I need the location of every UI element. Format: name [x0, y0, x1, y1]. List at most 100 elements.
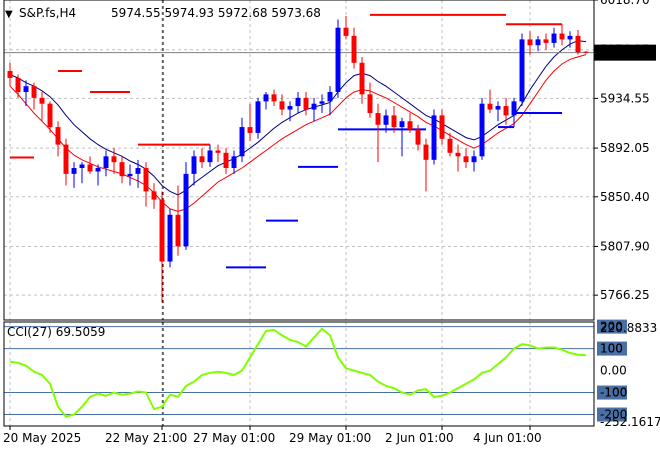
candle-body: [87, 164, 93, 172]
x-tick-label: 27 May 01:00: [193, 431, 275, 445]
candle-body: [495, 106, 501, 110]
y-tick-label: 5850.40: [600, 190, 650, 204]
candle-body: [471, 156, 477, 163]
candle-body: [551, 33, 557, 43]
candle-body: [167, 214, 173, 262]
candle-body: [135, 168, 141, 174]
cci-panel: [4, 326, 594, 418]
candle-body: [407, 121, 413, 130]
chart-menu-triangle[interactable]: ▼: [5, 9, 13, 20]
candle-body: [23, 86, 29, 93]
y-tick-label: 5892.05: [600, 141, 650, 155]
candle-body: [359, 62, 365, 95]
cci-level-marker: [597, 385, 627, 400]
candle-body: [351, 35, 357, 63]
cci-panel-frame: [3, 321, 595, 427]
cci-tick-label: -100: [600, 386, 627, 400]
candle-body: [271, 94, 277, 102]
candle-body: [103, 156, 109, 169]
candle-body: [15, 77, 21, 93]
cci-tick-label: 100: [600, 342, 623, 356]
candle-body: [71, 168, 77, 174]
candle-body: [7, 70, 13, 78]
candle-body: [439, 115, 445, 139]
current-price-label: 5973.68: [599, 46, 649, 60]
candle-body: [447, 138, 453, 153]
candle-body: [367, 94, 373, 114]
chart-symbol: S&P.fs,H4: [19, 6, 76, 20]
candle-body: [303, 97, 309, 110]
candle-body: [543, 39, 549, 43]
cci-tick-label: -252.1617: [600, 415, 660, 429]
y-tick-label: 6018.70: [600, 0, 650, 7]
candle-body: [487, 103, 493, 110]
candle-body: [527, 39, 533, 46]
fast_ma-line: [9, 40, 587, 196]
candle-body: [503, 106, 509, 116]
candle-body: [199, 156, 205, 163]
candle-body: [159, 199, 165, 262]
candle-body: [207, 150, 213, 163]
candle-body: [431, 115, 437, 160]
main-panel-frame: [3, 0, 595, 321]
cci-level-label: -200: [600, 408, 627, 422]
candle-body: [295, 97, 301, 107]
candle-body: [311, 103, 317, 110]
candle-body: [375, 113, 381, 125]
candle-body: [31, 86, 37, 98]
candle-body: [183, 173, 189, 247]
candle-body: [191, 156, 197, 174]
cci-tick-label: 220.8833: [600, 321, 657, 335]
cci-level-marker: [597, 341, 627, 356]
cci-level-label: 100: [600, 342, 623, 356]
candle-body: [583, 51, 589, 53]
candle-body: [79, 164, 85, 169]
candle-body: [575, 35, 581, 53]
candle-body: [95, 168, 101, 172]
candle-body: [47, 103, 53, 128]
candle-body: [127, 173, 133, 177]
cci-level-label: -100: [600, 386, 627, 400]
candle-body: [39, 97, 45, 104]
candle-body: [455, 152, 461, 157]
x-tick-label: 22 May 21:00: [105, 431, 187, 445]
candle-body: [255, 101, 261, 133]
candle-body: [519, 39, 525, 102]
x-tick-label: 4 Jun 01:00: [473, 431, 542, 445]
chart-ohlc: 5974.55 5974.93 5972.68 5973.68: [111, 6, 321, 20]
current-price-marker: [594, 44, 656, 61]
candle-body: [535, 39, 541, 46]
axis-labels: 6018.705976.155934.555892.055850.405807.…: [3, 0, 660, 445]
candles: [7, 16, 589, 303]
candle-body: [391, 115, 397, 128]
candle-body: [215, 150, 221, 153]
candle-body: [511, 101, 517, 116]
candle-body: [463, 156, 469, 163]
candle-body: [263, 94, 269, 102]
candle-body: [239, 127, 245, 157]
candle-body: [399, 121, 405, 128]
candle-body: [151, 191, 157, 200]
cci-line: [9, 327, 587, 418]
candle-body: [231, 156, 237, 169]
candle-body: [559, 33, 565, 40]
cci-level-marker: [597, 319, 627, 334]
y-tick-label: 5934.55: [600, 91, 650, 105]
candle-body: [415, 129, 421, 145]
panel-frames: [3, 0, 595, 427]
y-tick-label: 5807.90: [600, 239, 650, 253]
candle-body: [119, 162, 125, 177]
x-tick-label: 20 May 2025: [3, 431, 81, 445]
cci-title: CCI(27) 69.5059: [7, 325, 105, 339]
candle-body: [343, 27, 349, 36]
candle-body: [335, 27, 341, 93]
candle-body: [143, 168, 149, 192]
candle-body: [55, 127, 61, 145]
x-tick-label: 29 May 01:00: [289, 431, 371, 445]
candle-body: [247, 127, 253, 133]
candle-body: [479, 103, 485, 157]
candle-body: [175, 214, 181, 247]
cci-tick-label: 0.00: [600, 364, 627, 378]
